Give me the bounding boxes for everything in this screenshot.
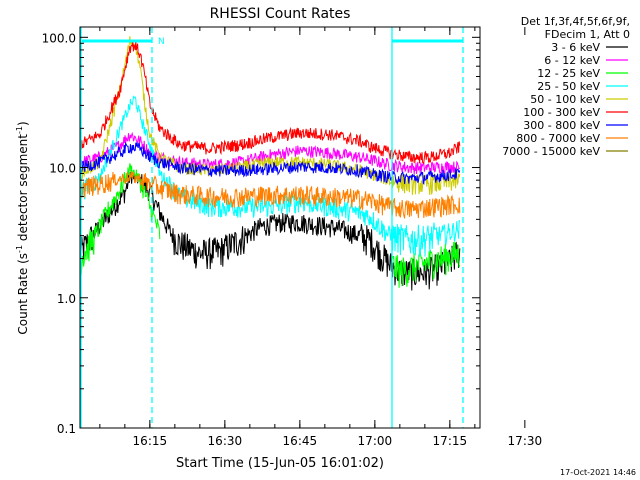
y-tick-label: 0.1 — [57, 422, 76, 436]
x-tick-label: 16:30 — [208, 434, 243, 448]
legend: Det 1f,3f,4f,5f,6f,9f, FDecim 1, Att 0 3… — [502, 15, 630, 158]
legend-header-2: FDecim 1, Att 0 — [545, 28, 630, 41]
x-tick-label: 16:45 — [283, 434, 318, 448]
series-line — [79, 163, 161, 275]
x-tick-label: 17:30 — [508, 434, 543, 448]
series-line — [79, 141, 461, 186]
footer-timestamp: 17-Oct-2021 14:46 — [560, 468, 636, 477]
x-tick-label: 17:00 — [358, 434, 393, 448]
legend-label: 50 - 100 keV — [530, 93, 600, 106]
x-tick-label: 16:15 — [133, 434, 168, 448]
plot-area: N — [79, 27, 464, 428]
plot-frame — [79, 26, 481, 429]
y-axis-label: Count Rate (s-1 detector segment-1) — [15, 121, 30, 334]
y-axis-label-end: ) — [16, 121, 30, 126]
legend-label: 300 - 800 keV — [523, 119, 600, 132]
chart-title: RHESSI Count Rates — [210, 6, 351, 22]
legend-label: 25 - 50 keV — [537, 80, 600, 93]
y-axis-ticks: 100.0 10.0 1.0 0.1 — [42, 31, 480, 436]
night-bar-label: N — [158, 37, 165, 47]
series-line — [79, 40, 461, 164]
legend-label: 800 - 7000 keV — [516, 132, 600, 145]
x-tick-label: 17:15 — [433, 434, 468, 448]
y-tick-label: 10.0 — [49, 162, 76, 176]
legend-header-1: Det 1f,3f,4f,5f,6f,9f, — [521, 15, 630, 28]
y-tick-label: 1.0 — [57, 292, 76, 306]
y-axis-label-sup2: -1 — [15, 126, 24, 134]
x-axis-label: Start Time (15-Jun-05 16:01:02) — [176, 456, 384, 471]
legend-label: 100 - 300 keV — [523, 106, 600, 119]
series-line — [392, 241, 461, 288]
axes — [79, 26, 481, 429]
legend-label: 7000 - 15000 keV — [502, 145, 600, 158]
series-line — [79, 171, 461, 219]
x-axis-ticks: 16:15 16:30 16:45 17:00 17:15 17:30 — [99, 27, 543, 448]
y-tick-label: 100.0 — [42, 31, 76, 45]
y-axis-label-mid: detector segment — [16, 134, 30, 245]
series-line — [79, 95, 461, 257]
y-axis-label-sup1: -1 — [15, 245, 24, 253]
legend-label: 3 - 6 keV — [551, 41, 600, 54]
legend-label: 12 - 25 keV — [537, 67, 600, 80]
legend-label: 6 - 12 keV — [544, 54, 600, 67]
y-axis-label-main: Count Rate (s — [16, 253, 30, 335]
